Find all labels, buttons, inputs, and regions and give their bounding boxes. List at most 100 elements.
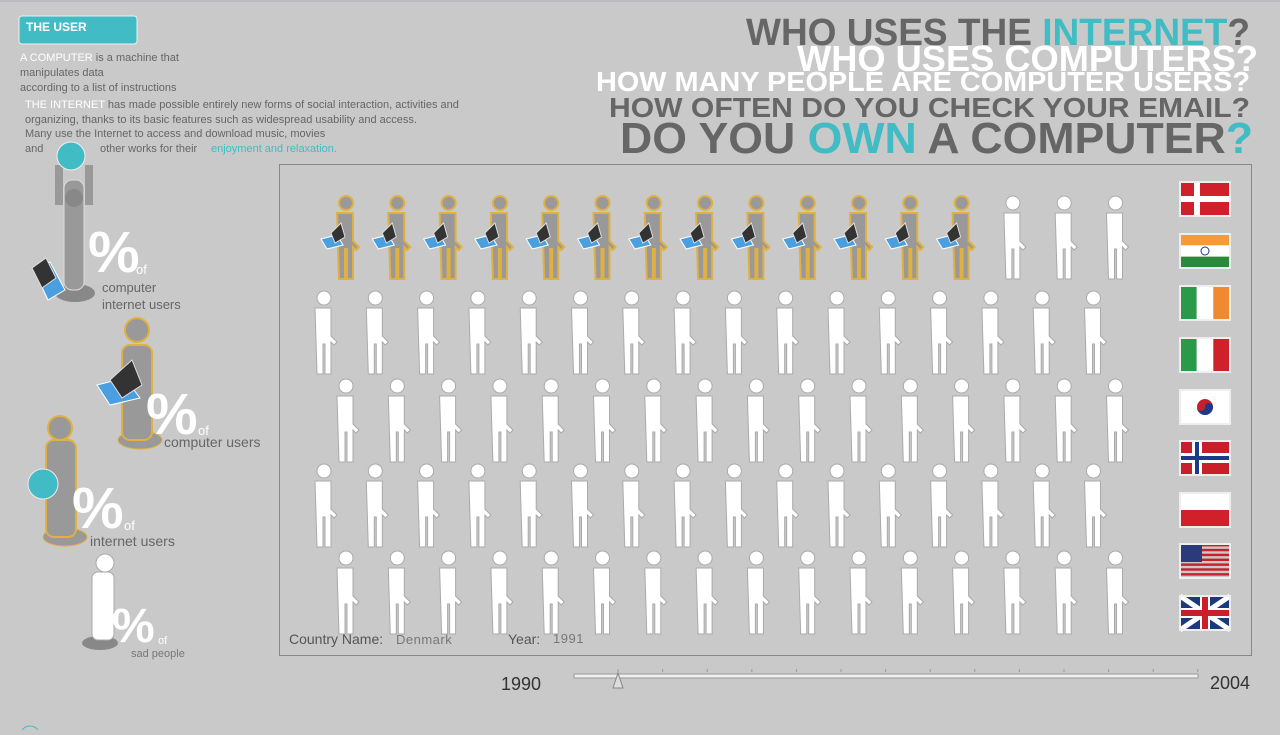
head — [954, 378, 970, 394]
head — [338, 378, 354, 394]
head — [697, 550, 713, 566]
body — [541, 395, 565, 463]
person-user — [525, 195, 566, 280]
person — [468, 463, 492, 548]
flag[interactable] — [1178, 593, 1232, 633]
head — [983, 290, 999, 306]
person — [1054, 550, 1078, 635]
flag-part — [1180, 245, 1230, 257]
q-accent: INTERNET — [1042, 12, 1227, 54]
head — [726, 463, 742, 479]
person — [930, 463, 954, 548]
person — [827, 463, 851, 548]
body — [365, 307, 390, 375]
person-user — [371, 195, 412, 280]
body — [673, 307, 697, 375]
flag[interactable] — [1179, 285, 1231, 321]
flag-part — [1179, 233, 1231, 269]
flag-part — [1179, 595, 1231, 631]
head — [1005, 550, 1021, 566]
body — [519, 307, 543, 375]
person — [570, 463, 595, 548]
head — [953, 195, 970, 211]
body — [746, 395, 771, 463]
person — [519, 290, 543, 375]
person-user — [730, 195, 771, 280]
laptop-screen — [381, 222, 397, 244]
legend-percent: % — [146, 382, 198, 447]
flag[interactable] — [1179, 337, 1231, 373]
body — [439, 567, 463, 635]
person — [952, 550, 976, 635]
head — [1086, 290, 1101, 306]
laptop-screen — [484, 222, 500, 244]
body — [930, 307, 954, 375]
flag[interactable] — [1179, 543, 1231, 579]
person — [981, 463, 1005, 548]
flag[interactable] — [1179, 440, 1231, 476]
text: has made possible entirely new forms of … — [105, 99, 459, 111]
legend-label: internet users — [90, 533, 175, 549]
head — [880, 463, 896, 479]
body — [1083, 480, 1108, 548]
flag-part — [1180, 544, 1230, 547]
q-part: WHO USES THE — [746, 12, 1042, 54]
head — [902, 378, 918, 394]
flag-part — [1180, 568, 1230, 571]
flag-part — [1180, 544, 1202, 562]
person — [1054, 195, 1078, 280]
legend-label: computer — [102, 280, 157, 295]
question: WHO USES THE INTERNET? — [746, 12, 1250, 54]
head — [338, 550, 354, 566]
head — [1108, 550, 1123, 566]
body — [387, 567, 412, 635]
head — [1005, 195, 1021, 211]
body — [981, 480, 1005, 548]
person — [981, 290, 1005, 375]
person — [673, 463, 697, 548]
laptop-screen — [792, 222, 808, 244]
body — [695, 567, 719, 635]
text: is a machine that — [93, 52, 179, 64]
body — [622, 307, 646, 375]
country-value: Denmark — [396, 632, 452, 647]
person — [746, 550, 771, 635]
panel — [279, 164, 1252, 656]
flag[interactable] — [1179, 181, 1231, 217]
body — [490, 567, 514, 635]
body — [336, 395, 360, 463]
laptop-screen — [843, 222, 859, 244]
body — [570, 307, 595, 375]
flag-part — [1180, 456, 1230, 460]
tag-box — [18, 15, 138, 45]
body — [746, 567, 771, 635]
head — [829, 463, 845, 479]
head — [595, 378, 610, 394]
flag[interactable] — [1179, 492, 1231, 528]
legend-of: of — [198, 423, 209, 438]
slider-thumb[interactable] — [612, 671, 624, 689]
head — [492, 550, 508, 566]
person — [439, 378, 463, 463]
flag[interactable] — [1179, 389, 1231, 425]
body — [724, 480, 749, 548]
person — [724, 463, 749, 548]
body — [981, 307, 1005, 375]
head — [880, 290, 896, 306]
person — [1003, 550, 1027, 635]
body — [849, 567, 873, 635]
flag-part — [1179, 285, 1231, 321]
head — [1056, 195, 1072, 211]
person-user — [422, 195, 464, 280]
body — [878, 307, 903, 375]
body — [930, 480, 954, 548]
flag[interactable] — [1179, 233, 1231, 269]
slider-track[interactable] — [573, 673, 1199, 679]
body — [1105, 395, 1130, 463]
body — [724, 307, 749, 375]
person-user — [833, 195, 874, 280]
body — [1032, 307, 1056, 375]
legend-figure — [96, 317, 163, 450]
head — [1056, 550, 1072, 566]
body — [952, 567, 976, 635]
